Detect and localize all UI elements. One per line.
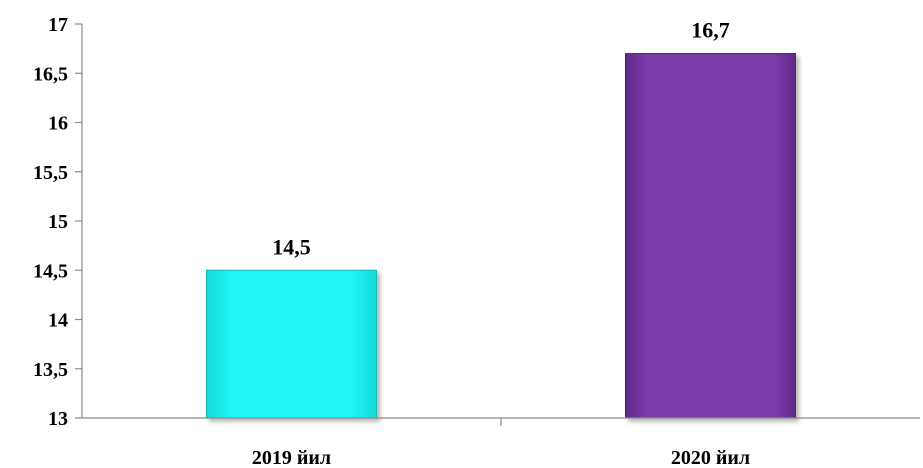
y-tick-label: 15 — [48, 211, 68, 233]
y-tick-label: 13 — [48, 408, 68, 430]
x-category-label: 2019 йил — [252, 447, 331, 468]
y-tick-label: 14,5 — [33, 260, 68, 282]
y-tick-label: 13,5 — [33, 359, 68, 381]
bar-value-label: 14,5 — [272, 234, 311, 259]
bar — [625, 53, 796, 419]
y-axis-ticks: 13 13,5 14 14,5 15 15,5 16 16,5 17 — [33, 14, 502, 430]
y-tick-label: 17 — [48, 14, 68, 36]
bar — [206, 269, 377, 419]
bars — [206, 53, 796, 419]
x-axis-labels: 2019 йил 2020 йил — [252, 447, 750, 468]
y-tick-label: 14 — [48, 310, 68, 332]
x-category-label: 2020 йил — [671, 447, 750, 468]
y-tick-label: 16 — [48, 113, 68, 135]
bar-value-label: 16,7 — [691, 18, 730, 43]
data-labels: 14,5 16,7 — [272, 18, 730, 260]
y-tick-label: 16,5 — [33, 63, 68, 85]
y-tick-label: 15,5 — [33, 162, 68, 184]
